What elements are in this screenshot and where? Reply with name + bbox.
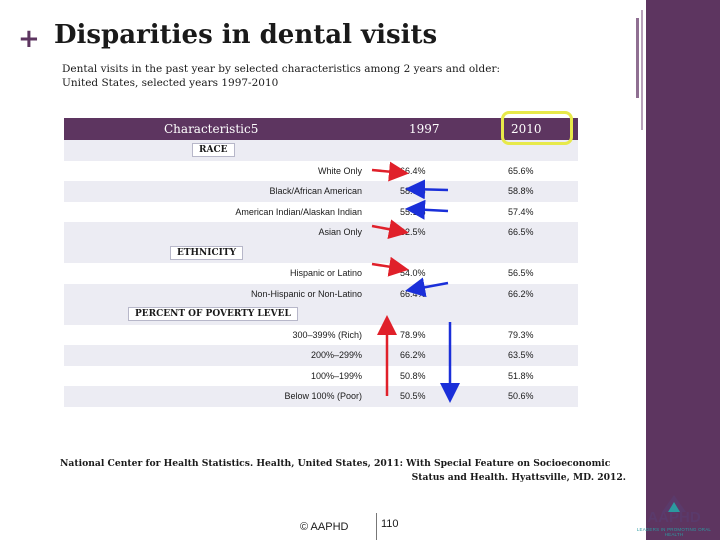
section-label-ethnicity: ETHNICITY <box>170 245 243 260</box>
subtitle-line: Dental visits in the past year by select… <box>62 63 501 75</box>
table-row: Hispanic or Latino 54.0% 56.5% <box>64 263 578 284</box>
value-2010: 50.6% <box>508 391 534 401</box>
row-label: Non-Hispanic or Non-Latino <box>250 288 362 299</box>
decorative-side-line <box>641 10 643 130</box>
source-citation: National Center for Health Statistics. H… <box>60 457 628 485</box>
value-2010: 51.8% <box>508 370 534 381</box>
value-2010: 65.6% <box>508 165 534 176</box>
aaphd-logo: AAPHD LEADERS IN PROMOTING ORAL HEALTH <box>636 492 712 537</box>
header-1997: 1997 <box>409 122 440 136</box>
row-label: 100%–199% <box>310 370 362 381</box>
citation-line: National Center for Health Statistics. H… <box>60 458 611 469</box>
value-1997: 50.5% <box>400 391 426 401</box>
section-row: RACE <box>64 140 578 161</box>
value-2010: 57.4% <box>508 206 534 217</box>
red-arrow <box>371 256 409 277</box>
value-1997: 78.9% <box>400 329 426 340</box>
slide-subtitle: Dental visits in the past year by select… <box>62 62 622 90</box>
blue-arrow <box>405 277 449 298</box>
row-label: American Indian/Alaskan Indian <box>235 206 362 217</box>
value-1997: 66.4% <box>400 165 426 176</box>
header-2010: 2010 <box>511 122 542 136</box>
row-label: Hispanic or Latino <box>289 268 362 278</box>
section-label-race: RACE <box>192 143 235 157</box>
logo-mark-icon <box>662 495 686 512</box>
logo-tagline: LEADERS IN PROMOTING ORAL HEALTH <box>636 527 712 537</box>
red-arrow <box>371 161 409 182</box>
table-row: White Only 66.4% 65.6% <box>64 160 578 181</box>
section-row: PERCENT OF POVERTY LEVEL <box>64 304 578 325</box>
value-2010: 66.2% <box>508 288 534 299</box>
red-arrow <box>371 219 409 240</box>
value-2010: 63.5% <box>508 350 534 360</box>
row-label: Asian Only <box>318 227 362 237</box>
value-1997: 54.0% <box>400 268 426 278</box>
value-2010: 58.8% <box>508 186 534 196</box>
row-label: 200%–299% <box>310 350 362 360</box>
page-number: 110 <box>381 518 399 530</box>
section-label-poverty: PERCENT OF POVERTY LEVEL <box>128 307 298 321</box>
row-label: White Only <box>317 165 362 176</box>
value-1997: 62.5% <box>400 227 426 237</box>
header-characteristic: Characteristic5 <box>164 122 259 136</box>
plus-icon: + <box>18 24 40 54</box>
value-2010: 79.3% <box>508 329 534 340</box>
logo-word: AAPHD <box>647 509 701 526</box>
value-1997: 50.8% <box>400 370 426 381</box>
divider <box>376 513 377 540</box>
blue-arrow <box>405 179 449 200</box>
subtitle-line: United States, selected years 1997-2010 <box>62 77 279 89</box>
blue-arrow <box>405 199 449 220</box>
dental-visits-table: Characteristic5 1997 2010 RACE White Onl… <box>64 118 578 407</box>
value-2010: 56.5% <box>508 268 534 278</box>
row-label: Black/African American <box>269 186 362 196</box>
table-row: Asian Only 62.5% 66.5% <box>64 222 578 243</box>
slide-title: Disparities in dental visits <box>54 20 438 50</box>
decorative-side-bar <box>646 0 720 540</box>
copyright-text: © AAPHD <box>300 521 349 533</box>
section-row: ETHNICITY <box>64 242 578 263</box>
citation-line: Status and Health. Hyattsville, MD. 2012… <box>411 472 626 483</box>
decorative-side-line <box>636 18 639 98</box>
value-1997: 66.2% <box>400 350 426 360</box>
row-label: Below 100% (Poor) <box>284 391 362 401</box>
value-2010: 66.5% <box>508 227 534 237</box>
row-label: 300–399% (Rich) <box>292 329 362 340</box>
highlight-2010-box <box>501 111 573 145</box>
table-header: Characteristic5 1997 2010 <box>64 118 578 140</box>
